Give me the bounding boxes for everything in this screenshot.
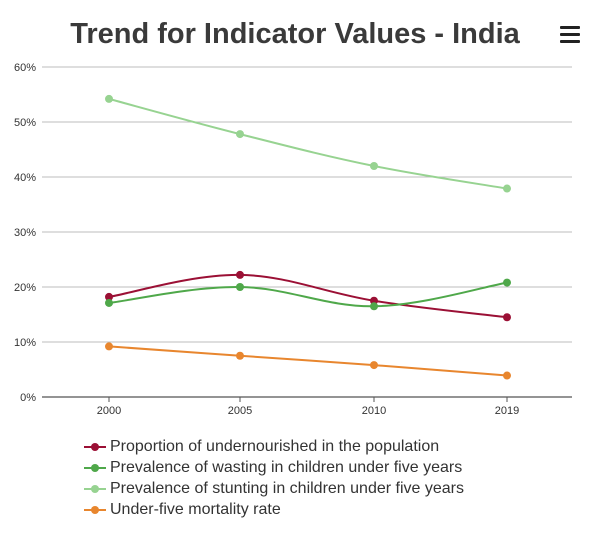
legend-marker-icon: [84, 463, 106, 473]
y-tick-label: 10%: [14, 337, 36, 349]
line-chart: 0% 10% 20% 30% 40% 50% 60% 2000 2005 2010 2019: [14, 62, 572, 417]
legend-label: Proportion of undernourished in the popu…: [110, 437, 440, 455]
y-tick-label: 20%: [14, 282, 36, 294]
legend-label: Under-five mortality rate: [110, 500, 281, 518]
hamburger-menu-icon[interactable]: [560, 26, 580, 46]
data-point[interactable]: [105, 342, 113, 351]
data-point[interactable]: [105, 298, 113, 307]
y-tick-label: 40%: [14, 172, 36, 184]
x-tick-label: 2005: [228, 405, 252, 417]
y-tick-label: 50%: [14, 117, 36, 129]
chart-legend: Proportion of undernourished in the popu…: [84, 436, 464, 520]
series-line-4: [108, 345, 508, 377]
data-point[interactable]: [370, 162, 378, 170]
data-point[interactable]: [370, 296, 378, 305]
series-line-1: [108, 273, 508, 319]
chart-title: Trend for Indicator Values - India: [70, 18, 520, 50]
legend-item[interactable]: Under-five mortality rate: [84, 499, 464, 520]
y-tick-label: 60%: [14, 62, 36, 74]
legend-item[interactable]: Proportion of undernourished in the popu…: [84, 436, 464, 457]
data-point[interactable]: [503, 371, 511, 380]
legend-item[interactable]: Prevalence of stunting in children under…: [84, 478, 464, 499]
legend-marker-icon: [84, 442, 106, 452]
data-point[interactable]: [236, 270, 244, 279]
legend-marker-icon: [84, 484, 106, 494]
data-point[interactable]: [503, 184, 511, 193]
data-point[interactable]: [236, 351, 244, 360]
data-point[interactable]: [236, 130, 244, 139]
legend-marker-icon: [84, 505, 106, 515]
x-tick-label: 2019: [495, 405, 519, 417]
data-point[interactable]: [236, 283, 244, 291]
data-point[interactable]: [370, 361, 378, 370]
legend-item[interactable]: Prevalence of wasting in children under …: [84, 457, 464, 478]
data-point[interactable]: [503, 313, 511, 322]
data-point[interactable]: [503, 278, 511, 287]
x-tick-label: 2010: [362, 405, 386, 417]
legend-label: Prevalence of wasting in children under …: [110, 458, 463, 476]
data-point[interactable]: [105, 94, 113, 103]
y-tick-label: 30%: [14, 227, 36, 239]
data-point[interactable]: [370, 302, 378, 311]
x-tick-label: 2000: [97, 405, 121, 417]
series-line-3: [108, 97, 508, 190]
data-point[interactable]: [105, 292, 113, 301]
legend-label: Prevalence of stunting in children under…: [110, 479, 464, 497]
series-line-2: [108, 281, 508, 308]
y-tick-label: 0%: [20, 392, 36, 404]
